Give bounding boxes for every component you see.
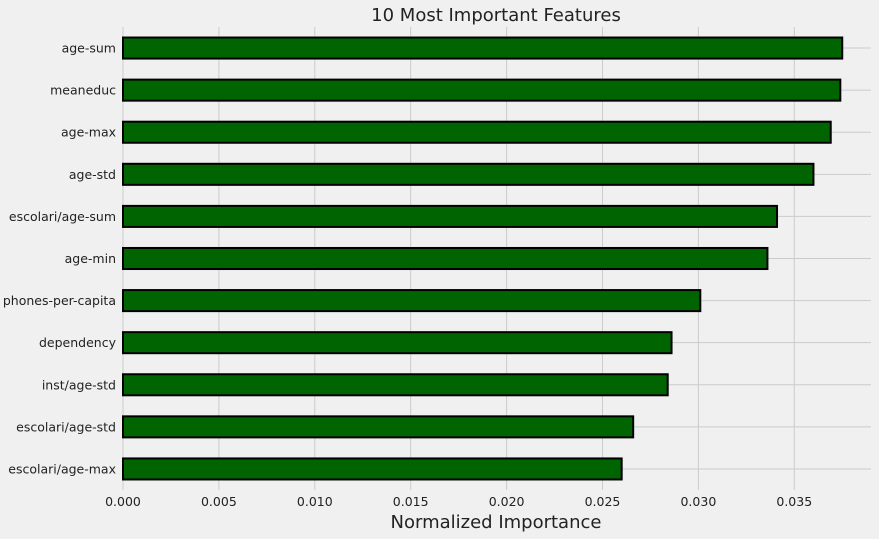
x-tick-label: 0.025 [585, 494, 621, 509]
x-tick-label: 0.005 [201, 494, 237, 509]
y-tick-label: escolari/age-max [8, 461, 116, 476]
y-tick-label: inst/age-std [42, 377, 116, 392]
bar-age-max [122, 120, 832, 144]
x-axis-label: Normalized Importance [391, 512, 602, 533]
chart-title: 10 Most Important Features [371, 5, 621, 26]
bar-age-min [122, 246, 769, 271]
y-tick-label: escolari/age-std [16, 419, 116, 434]
x-tick-label: 0.020 [489, 494, 525, 509]
y-tick-label: age-max [61, 125, 116, 140]
y-tick-label: age-sum [62, 41, 116, 56]
bar-phones-per-capita [122, 289, 702, 313]
bar-age-sum [122, 36, 844, 60]
y-tick-label: phones-per-capita [3, 293, 116, 308]
y-tick-labels: age-sum meaneduc age-max age-std escolari/ag… [3, 41, 117, 477]
bar-escolari-age-std [122, 415, 635, 439]
x-tick-label: 0.035 [776, 494, 812, 509]
bar-meaneduc [122, 78, 842, 102]
x-tick-label: 0.030 [680, 494, 716, 509]
bar-escolari-age-max [122, 457, 623, 481]
bar-age-std [122, 162, 815, 186]
x-tick-label: 0.010 [297, 494, 333, 509]
y-tick-label: escolari/age-sum [9, 209, 116, 224]
x-tick-labels: 0.000 0.005 0.010 0.015 0.020 0.025 0.030 0.035 [105, 494, 812, 509]
bar-inst-age-std [122, 373, 669, 397]
bar-dependency [122, 331, 673, 355]
bars [122, 36, 844, 481]
bar-escolari-age-sum [122, 204, 779, 228]
x-tick-label: 0.000 [105, 494, 141, 509]
y-tick-label: dependency [39, 335, 117, 350]
x-tick-label: 0.015 [393, 494, 429, 509]
y-tick-label: age-min [65, 251, 116, 266]
y-tick-label: age-std [69, 167, 116, 182]
y-tick-label: meaneduc [50, 83, 116, 98]
